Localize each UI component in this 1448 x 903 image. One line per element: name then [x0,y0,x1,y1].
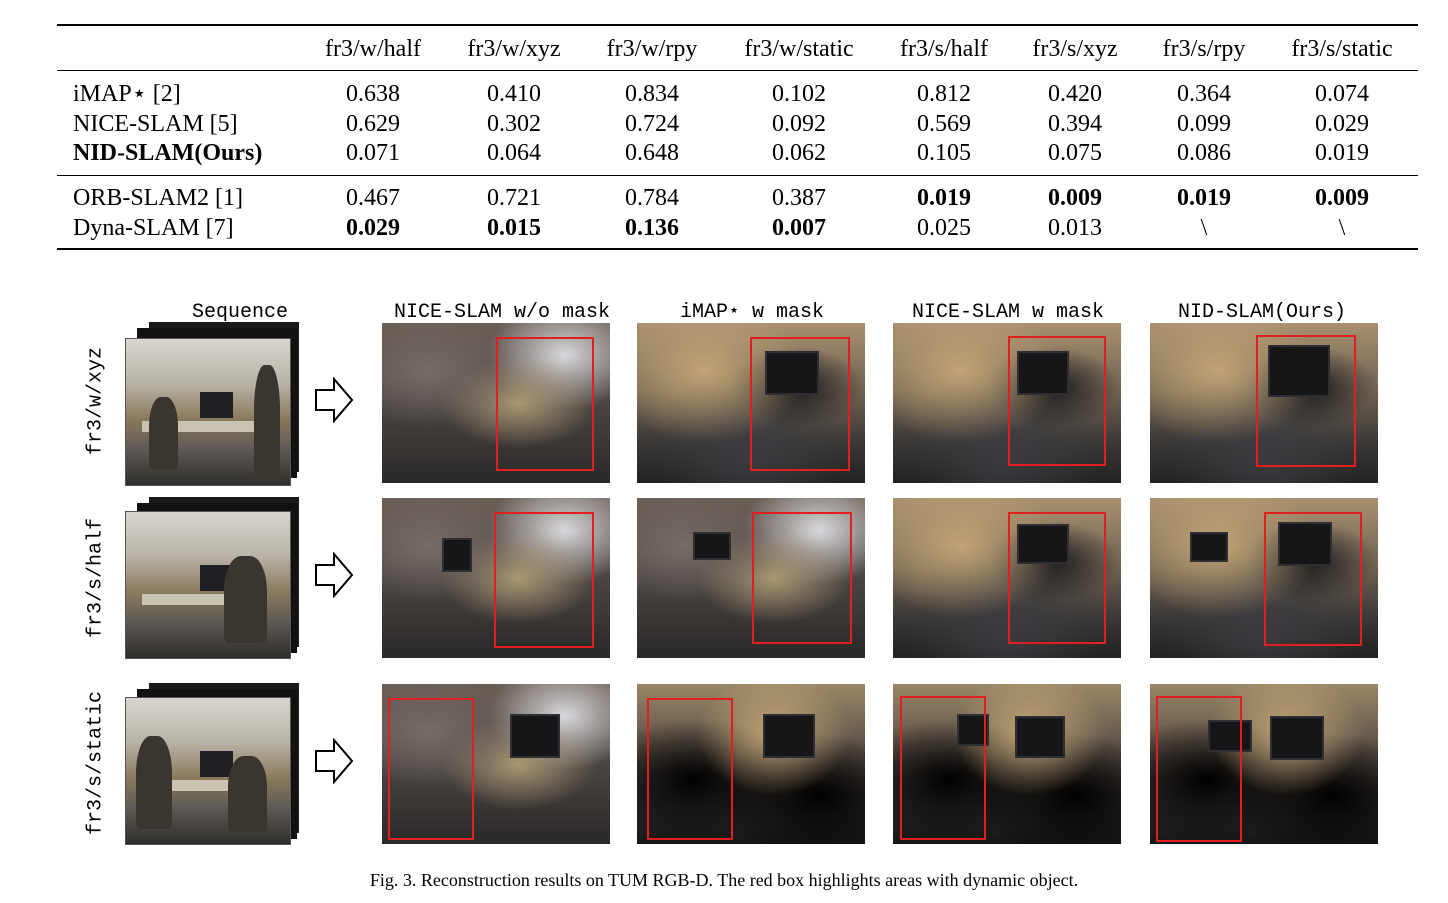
reconstruction-image [893,323,1121,483]
table-row-method: iMAP⋆ [2] [73,81,181,107]
table-cell: 0.387 [772,185,826,211]
reconstruction-image [637,323,865,483]
table-row-method: NICE-SLAM [5] [73,111,238,137]
table-cell: 0.638 [346,81,400,107]
table-cell: 0.009 [1048,185,1102,211]
column-header: NICE-SLAM w/o mask [393,301,611,324]
table-cell: 0.013 [1048,215,1102,241]
table-cell: 0.086 [1177,140,1231,166]
table-cell: 0.099 [1177,111,1231,137]
table-cell: 0.062 [772,140,826,166]
table-bottom-rule [57,248,1418,250]
dynamic-object-box [496,337,594,471]
table-cell: 0.394 [1048,111,1102,137]
table-cell: 0.467 [346,185,400,211]
table-cell: 0.019 [1315,140,1369,166]
table-cell: 0.302 [487,111,541,137]
column-header: Sequence [191,301,289,324]
table-cell: 0.648 [625,140,679,166]
table-cell: 0.071 [346,140,400,166]
dynamic-object-box [1156,696,1242,842]
reconstruction-image [1150,323,1378,483]
table-cell: 0.074 [1315,81,1369,107]
dynamic-object-box [752,512,852,644]
sequence-frames [125,497,305,659]
table-header-cell: fr3/w/xyz [467,36,561,62]
dynamic-object-box [388,698,474,840]
table-row-method: Dyna-SLAM [7] [73,215,234,241]
reconstruction-image [1150,498,1378,658]
arrow-right-icon [315,738,354,784]
column-header: NID-SLAM(Ours) [1177,301,1347,324]
reconstruction-image [893,498,1121,658]
column-header: NICE-SLAM w mask [911,301,1105,324]
table-cell: 0.029 [346,215,400,241]
dynamic-object-box [1256,335,1356,467]
table-cell: 0.102 [772,81,826,107]
table-header-cell: fr3/w/static [744,36,854,62]
table-cell: 0.009 [1315,185,1369,211]
table-cell: 0.420 [1048,81,1102,107]
table-cell: 0.834 [625,81,679,107]
table-row-method: NID-SLAM(Ours) [73,140,263,166]
dynamic-object-box [1264,512,1362,646]
table-cell: 0.025 [917,215,971,241]
table-cell: 0.724 [625,111,679,137]
dynamic-object-box [900,696,986,840]
sequence-frames [125,683,305,845]
table-cell: 0.029 [1315,111,1369,137]
reconstruction-image [1150,684,1378,844]
table-cell: 0.569 [917,111,971,137]
table-header-rule [57,70,1418,71]
reconstruction-image [382,684,610,844]
table-cell: \ [1338,215,1346,241]
table-cell: 0.007 [772,215,826,241]
table-cell: 0.364 [1177,81,1231,107]
table-row-method: ORB-SLAM2 [1] [73,185,244,211]
column-header: iMAP⋆ w mask [679,301,825,324]
table-header-cell: fr3/s/static [1291,36,1393,62]
table-top-rule [57,24,1418,26]
reconstruction-image [382,498,610,658]
table-cell: 0.019 [1177,185,1231,211]
table-group-rule [57,175,1418,176]
table-header-cell: fr3/w/rpy [606,36,698,62]
table-cell: 0.812 [917,81,971,107]
dynamic-object-box [750,337,850,471]
dynamic-object-box [1008,336,1106,466]
reconstruction-image [637,498,865,658]
table-cell: 0.075 [1048,140,1102,166]
table-cell: 0.410 [487,81,541,107]
table-cell: 0.019 [917,185,971,211]
reconstruction-image [382,323,610,483]
table-cell: 0.105 [917,140,971,166]
row-label: fr3/w/xyz [84,346,108,456]
table-cell: 0.784 [625,185,679,211]
arrow-right-icon [315,552,354,598]
table-cell: 0.092 [772,111,826,137]
table-header-cell: fr3/s/half [900,36,988,62]
table-cell: 0.136 [625,215,679,241]
table-header-cell: fr3/s/xyz [1032,36,1118,62]
table-cell: 0.629 [346,111,400,137]
reconstruction-image [637,684,865,844]
table-cell: 0.721 [487,185,541,211]
dynamic-object-box [494,512,594,648]
table-header-cell: fr3/s/rpy [1162,36,1246,62]
figure-caption: Fig. 3. Reconstruction results on TUM RG… [369,870,1079,890]
reconstruction-image [893,684,1121,844]
row-label: fr3/s/half [84,517,108,639]
table-cell: 0.064 [487,140,541,166]
arrow-right-icon [315,377,354,423]
dynamic-object-box [647,698,733,840]
row-label: fr3/s/static [84,690,108,836]
table-header-cell: fr3/w/half [325,36,421,62]
dynamic-object-box [1008,512,1106,644]
sequence-frames [125,322,305,486]
table-cell: 0.015 [487,215,541,241]
table-cell: \ [1200,215,1208,241]
